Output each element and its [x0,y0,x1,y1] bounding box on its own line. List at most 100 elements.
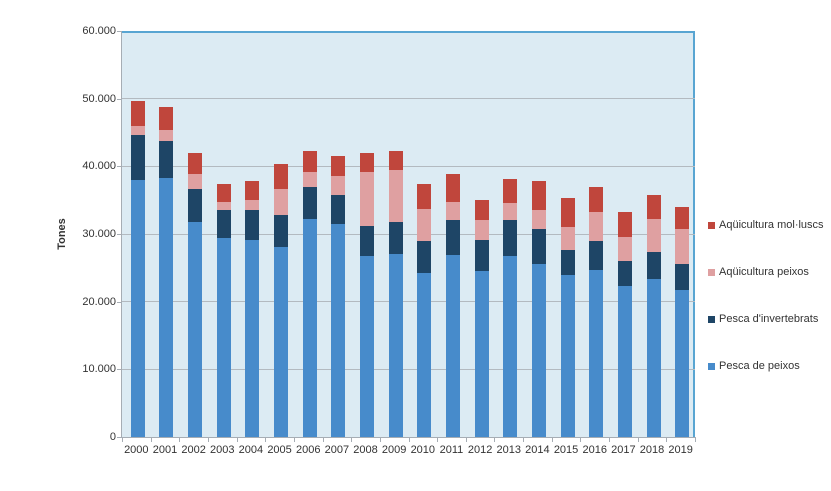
x-tick-mark [293,438,295,442]
bar-2008-aq-icultura-mol-luscs [360,152,375,173]
bar-2012-aq-icultura-peixos [474,219,489,241]
bar-2002-pesca-de-peixos [188,221,203,437]
gridline [122,98,695,100]
bar-2010-aq-icultura-mol-luscs [417,183,432,209]
x-tick-mark [179,438,181,442]
y-tick-label: 10.000 [82,363,116,376]
bar-2002-aq-icultura-mol-luscs [188,152,203,175]
bar-2014-pesca-d-invertebrats [531,229,546,265]
bar-2017-pesca-de-peixos [617,286,632,437]
x-tick-mark [580,438,582,442]
bar-2002-aq-icultura-peixos [188,174,203,190]
legend-item: Aqüicultura mol·luscs [708,219,824,232]
x-tick-mark [551,438,553,442]
bar-2013-pesca-de-peixos [503,256,518,437]
bar-2019-aq-icultura-mol-luscs [675,206,690,230]
bar-2007-pesca-de-peixos [331,223,346,437]
legend-swatch-icon [708,315,715,323]
bar-2005-aq-icultura-peixos [274,189,289,216]
legend-label: Aqüicultura peixos [719,265,809,278]
y-axis-line [121,31,122,437]
bar-2016-aq-icultura-mol-luscs [589,186,604,213]
bar-2013-aq-icultura-mol-luscs [503,179,518,203]
bar-2000-aq-icultura-mol-luscs [130,100,145,126]
x-tick-label-2012: 2012 [467,444,493,456]
bar-2009-aq-icultura-peixos [388,170,403,222]
bar-2004-aq-icultura-mol-luscs [245,181,260,201]
bar-2018-aq-icultura-mol-luscs [646,195,661,220]
x-tick-mark [408,438,410,442]
bar-2007-pesca-d-invertebrats [331,195,346,224]
x-tick-label-2000: 2000 [124,444,149,456]
x-tick-mark [379,438,381,442]
legend-swatch-icon [708,362,715,370]
bar-2009-pesca-de-peixos [388,254,403,437]
y-tick-mark [117,301,122,303]
bar-2004-pesca-de-peixos [245,240,260,437]
y-tick-mark [117,234,122,235]
x-tick-mark [122,438,123,442]
x-tick-label-2017: 2017 [611,444,636,456]
bar-2012-pesca-d-invertebrats [474,240,489,272]
bar-2019-pesca-d-invertebrats [675,264,690,291]
x-tick-label-2006: 2006 [295,444,321,456]
bar-2000-pesca-de-peixos [130,179,145,437]
legend-item: Pesca d'invertebrats [708,313,818,326]
x-tick-label-2011: 2011 [439,444,464,456]
bar-2000-aq-icultura-peixos [130,125,145,136]
x-tick-label-2008: 2008 [353,444,378,456]
bar-2007-aq-icultura-peixos [331,175,346,196]
bar-2006-pesca-de-peixos [302,219,317,437]
x-tick-label-2010: 2010 [410,444,436,456]
bar-2004-pesca-d-invertebrats [245,209,260,241]
bar-2005-pesca-de-peixos [274,246,289,437]
bar-2006-aq-icultura-peixos [302,171,317,188]
x-tick-mark [265,438,267,442]
bar-2011-aq-icultura-mol-luscs [445,174,460,202]
y-tick-label: 0 [109,431,116,443]
legend-swatch-icon [708,221,715,229]
y-tick-label: 60.000 [82,25,116,37]
x-tick-mark [494,438,496,442]
bar-2008-aq-icultura-peixos [360,172,375,226]
legend-swatch-icon [708,268,715,276]
x-tick-mark [465,438,467,442]
bar-2016-pesca-de-peixos [589,269,604,437]
x-tick-mark [351,438,353,442]
bar-2015-aq-icultura-peixos [560,226,575,251]
bar-2003-pesca-de-peixos [216,238,231,437]
x-tick-label-2016: 2016 [582,444,607,456]
legend-label: Pesca de peixos [719,359,800,372]
bar-2010-aq-icultura-peixos [417,208,432,242]
y-tick-label: 30.000 [82,228,116,240]
y-tick-mark [117,166,122,168]
x-tick-label-2019: 2019 [668,444,693,456]
gridline [122,165,695,167]
x-tick-mark [236,438,238,442]
bar-2007-aq-icultura-mol-luscs [331,156,346,176]
plot-border-top [122,31,695,33]
x-tick-label-2007: 2007 [324,444,350,456]
bar-2003-aq-icultura-mol-luscs [216,183,231,203]
bar-2003-aq-icultura-peixos [216,202,231,211]
bar-2019-aq-icultura-peixos [675,229,690,265]
gridline [122,233,695,235]
y-tick-mark [117,31,122,32]
bar-2011-aq-icultura-peixos [445,201,460,221]
bar-2017-aq-icultura-mol-luscs [617,212,632,237]
bar-2001-aq-icultura-peixos [159,130,174,142]
bar-2017-aq-icultura-peixos [617,236,632,262]
bar-2009-aq-icultura-mol-luscs [388,151,403,171]
bar-2015-pesca-d-invertebrats [560,250,575,276]
bar-2014-aq-icultura-peixos [531,209,546,230]
bar-2012-pesca-de-peixos [474,271,489,437]
x-axis-line [122,437,696,438]
gridline [122,368,695,370]
x-tick-label-2018: 2018 [639,444,665,456]
x-tick-label-2013: 2013 [496,444,521,456]
bar-2000-pesca-d-invertebrats [130,135,145,180]
legend-label: Aqüicultura mol·luscs [719,218,824,231]
y-tick-mark [117,98,122,100]
x-tick-label-2003: 2003 [210,444,235,456]
y-tick-mark [117,369,122,371]
